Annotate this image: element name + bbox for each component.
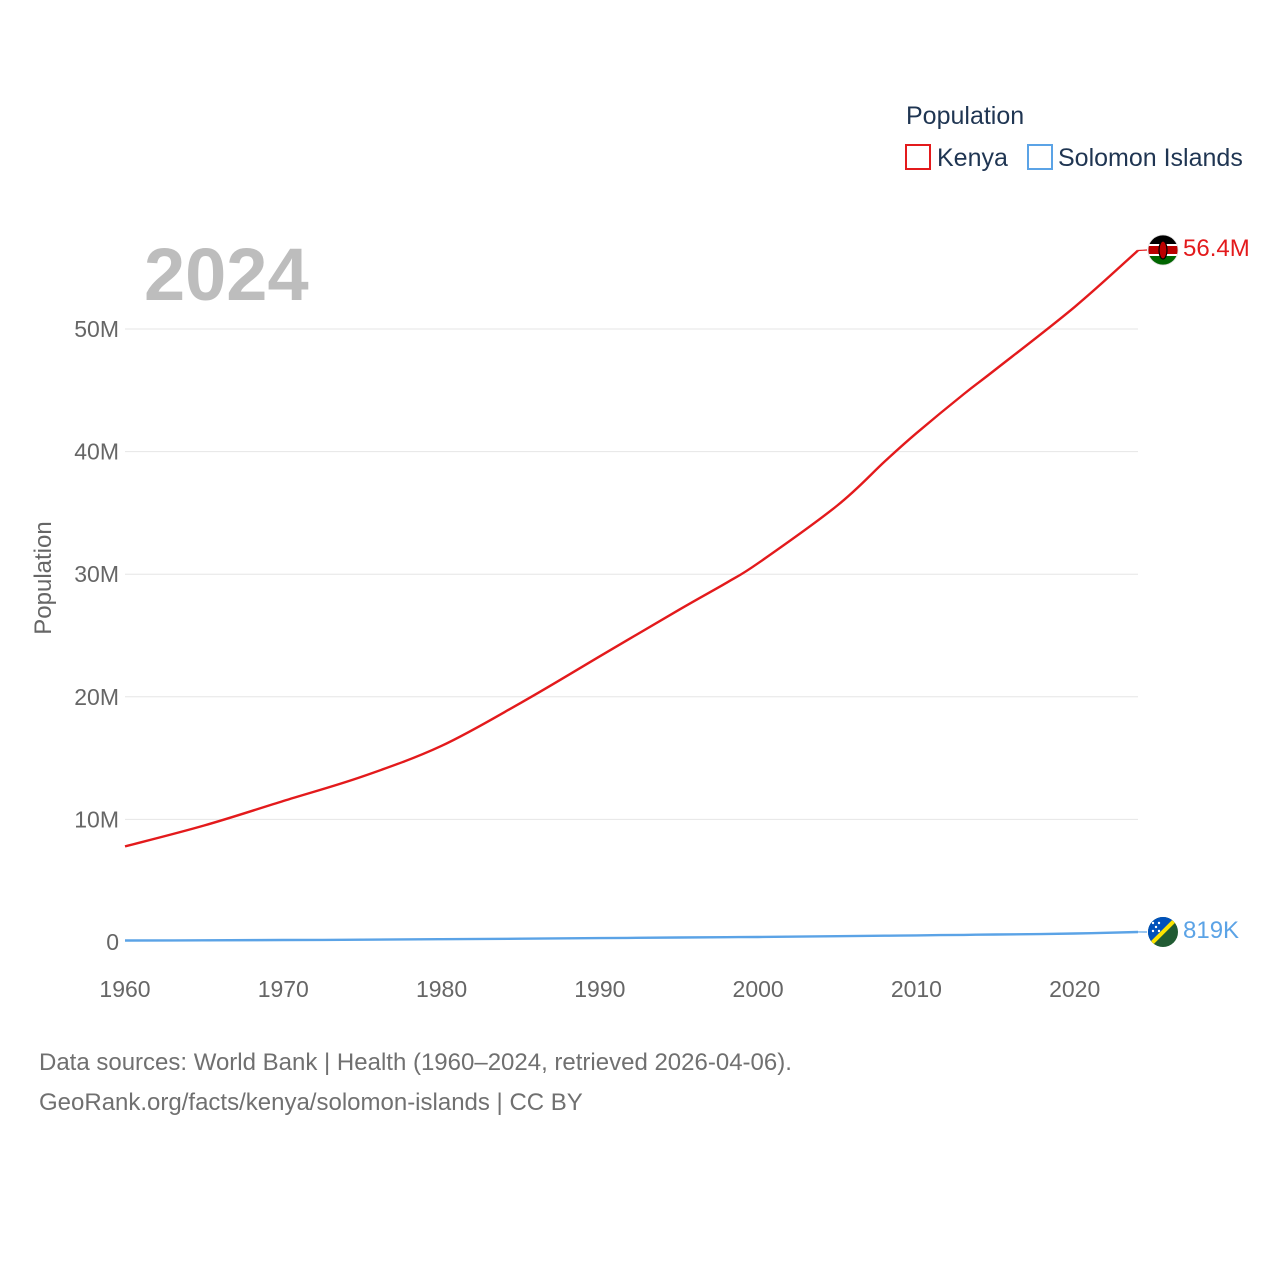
source-line-url[interactable]: GeoRank.org/facts/kenya/solomon-islands …	[39, 1089, 583, 1116]
solomon-islands-end-value: 819K	[1183, 917, 1239, 944]
legend-swatch-kenya	[905, 144, 931, 170]
kenya-flag-icon	[1148, 235, 1178, 265]
gridlines	[125, 328, 1138, 820]
series-lines	[124, 249, 1148, 942]
y-tick-label: 40M	[74, 439, 119, 465]
legend-item-kenya[interactable]: Kenya	[905, 144, 1008, 172]
y-axis-title: Population	[30, 521, 57, 634]
legend-item-solomon-islands[interactable]: Solomon Islands	[1027, 144, 1243, 172]
series-line-kenya[interactable]	[124, 249, 1139, 848]
end-connector-kenya	[1137, 249, 1148, 252]
x-tick-label: 2000	[733, 976, 784, 1002]
y-tick-label: 50M	[74, 316, 119, 342]
current-year-label: 2024	[144, 233, 309, 316]
source-note: Data sources: World Bank | Health (1960–…	[39, 1043, 792, 1123]
y-axis-ticks: 0 10M 20M 30M 40M 50M	[74, 316, 119, 955]
x-axis-ticks: 1960 1970 1980 1990 2000 2010 2020	[99, 976, 1100, 1002]
solomon-islands-flag-icon	[1148, 917, 1178, 947]
x-tick-label: 1990	[574, 976, 625, 1002]
y-tick-label: 30M	[74, 561, 119, 587]
legend-label-solomon-islands: Solomon Islands	[1058, 144, 1243, 172]
series-line-solomon-islands[interactable]	[124, 930, 1139, 942]
x-tick-label: 1970	[258, 976, 309, 1002]
legend-swatch-solomon-islands	[1027, 144, 1053, 170]
x-tick-label: 1980	[416, 976, 467, 1002]
y-tick-label: 0	[106, 929, 119, 955]
x-tick-label: 2020	[1049, 976, 1100, 1002]
kenya-end-value: 56.4M	[1183, 235, 1250, 262]
legend-title: Population	[906, 102, 1024, 130]
x-tick-label: 1960	[99, 976, 150, 1002]
y-tick-label: 20M	[74, 684, 119, 710]
x-tick-label: 2010	[891, 976, 942, 1002]
legend-label-kenya: Kenya	[937, 144, 1008, 172]
source-line-data: Data sources: World Bank | Health (1960–…	[39, 1049, 792, 1076]
y-tick-label: 10M	[74, 806, 119, 832]
